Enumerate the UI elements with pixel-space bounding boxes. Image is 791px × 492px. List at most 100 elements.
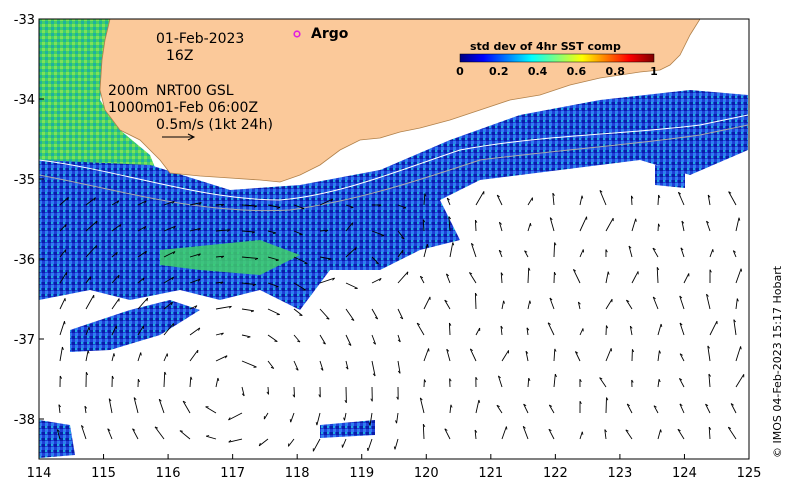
argo-label: Argo	[311, 26, 349, 42]
current-arrow	[657, 223, 659, 232]
current-arrow-head	[332, 277, 335, 281]
current-arrow	[475, 327, 481, 336]
current-arrow	[657, 323, 662, 336]
current-arrow-head	[653, 405, 657, 408]
current-arrow	[469, 272, 477, 284]
current-arrow-head	[172, 201, 175, 204]
current-arrow	[288, 438, 295, 447]
current-arrow-head	[733, 319, 736, 323]
current-arrow	[630, 195, 633, 206]
current-arrow	[241, 230, 255, 233]
current-arrow	[735, 346, 742, 362]
current-arrow	[137, 200, 147, 206]
current-arrow-head	[554, 373, 557, 378]
current-arrow	[215, 332, 224, 336]
current-arrow	[345, 360, 349, 370]
current-arrow-head	[328, 258, 332, 261]
current-arrow	[707, 194, 711, 206]
current-arrow	[631, 271, 639, 284]
current-arrow-head	[330, 198, 334, 202]
current-arrow-head	[65, 224, 67, 228]
current-arrow	[163, 371, 166, 388]
x-tick-label: 116	[156, 466, 181, 481]
current-arrow	[709, 320, 718, 336]
current-arrow	[397, 249, 404, 258]
current-arrow-head	[142, 277, 145, 281]
current-arrow	[423, 193, 426, 206]
current-arrow-head	[529, 300, 532, 304]
current-arrow	[496, 194, 503, 206]
contour-1000m	[39, 124, 749, 212]
current-arrow-head	[64, 249, 67, 253]
current-arrow-head	[375, 262, 379, 265]
current-arrow	[241, 386, 245, 397]
velocity-scale-arrow	[162, 133, 196, 141]
current-arrow	[579, 216, 588, 232]
current-arrow-head	[678, 191, 681, 195]
current-arrow	[267, 334, 278, 342]
current-arrow-head	[194, 305, 198, 309]
current-arrow-head	[277, 207, 281, 209]
sst-swath-south	[70, 300, 200, 352]
current-arrow	[732, 250, 737, 258]
current-arrow	[626, 403, 633, 414]
current-arrow-head	[471, 242, 474, 246]
current-arrow	[572, 269, 581, 284]
current-arrow-head	[706, 293, 709, 297]
current-arrow	[605, 271, 609, 284]
current-arrow	[679, 403, 685, 414]
current-arrow	[111, 298, 120, 310]
current-arrow	[525, 351, 529, 362]
current-arrow-head	[524, 250, 528, 253]
current-arrow-head	[343, 417, 345, 421]
current-arrow-head	[446, 348, 450, 352]
current-arrow-head	[607, 271, 610, 275]
current-arrow-head	[220, 204, 224, 207]
current-arrow	[319, 308, 330, 320]
current-arrow-head	[578, 301, 581, 305]
current-arrow	[397, 360, 401, 374]
current-arrow	[448, 322, 451, 336]
current-arrow	[293, 360, 299, 371]
current-arrow	[267, 256, 279, 261]
current-arrow-head	[172, 251, 176, 255]
hour-label: 16Z	[166, 48, 193, 64]
current-arrow	[189, 278, 201, 284]
current-arrow-head	[348, 343, 352, 346]
current-arrow	[59, 321, 65, 336]
current-arrow-head	[402, 207, 406, 209]
current-arrow-head	[706, 220, 710, 224]
current-arrow	[475, 399, 480, 414]
current-arrow	[496, 405, 503, 414]
x-tick-label: 117	[220, 466, 245, 481]
product-label: NRT00 GSL	[156, 83, 234, 99]
current-arrow	[316, 412, 321, 426]
current-arrow	[293, 282, 306, 291]
x-axis: 114 115 116 117 118 119 120 121 122 123 124 125	[27, 454, 761, 481]
current-arrow-head	[522, 425, 526, 429]
current-arrow	[371, 360, 376, 377]
current-arrow	[527, 300, 531, 310]
current-arrow	[371, 308, 379, 320]
current-arrow	[707, 345, 711, 362]
current-arrow	[652, 247, 659, 258]
current-arrow	[56, 429, 61, 440]
current-arrow-head	[553, 272, 557, 276]
current-arrow	[345, 247, 357, 258]
current-arrow	[397, 334, 401, 343]
current-arrow-head	[164, 371, 167, 375]
current-arrow-head	[658, 350, 661, 354]
current-arrow	[653, 405, 659, 414]
current-arrow-head	[707, 194, 711, 198]
current-arrow-head	[158, 398, 162, 402]
current-arrow-head	[354, 247, 357, 251]
x-tick-label: 119	[349, 466, 374, 481]
current-arrow	[652, 296, 659, 310]
current-arrow-head	[322, 342, 326, 345]
sst-swath-patch-east	[655, 165, 685, 188]
current-arrow	[189, 349, 199, 362]
current-arrow	[267, 230, 277, 234]
current-arrow-head	[113, 353, 116, 357]
current-arrow	[293, 230, 303, 235]
current-arrow	[189, 327, 201, 336]
